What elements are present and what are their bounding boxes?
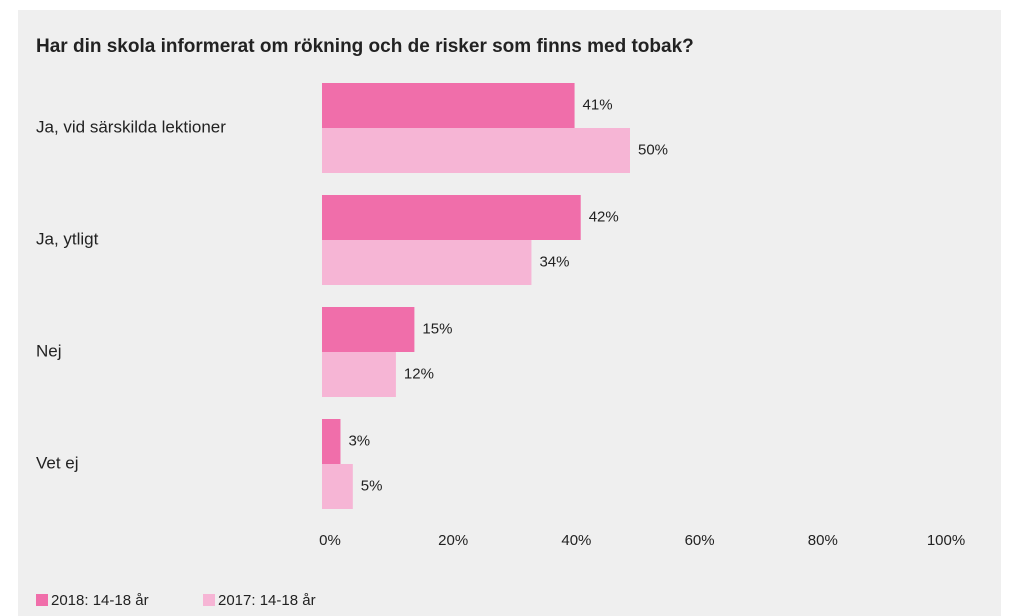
bar [322, 419, 341, 464]
category-label: Vet ej [36, 453, 79, 472]
bar [322, 307, 415, 352]
legend-label: 2018: 14-18 år [51, 592, 149, 609]
chart-title: Har din skola informerat om rökning och … [36, 36, 694, 57]
value-label: 3% [348, 432, 370, 449]
value-label: 34% [539, 253, 569, 270]
value-label: 5% [361, 477, 383, 494]
x-tick-label: 40% [561, 532, 591, 549]
category-label: Ja, vid särskilda lektioner [36, 117, 226, 136]
x-tick-label: 0% [319, 532, 341, 549]
bar [322, 83, 575, 128]
legend-swatch [203, 594, 215, 606]
bar [322, 464, 353, 509]
value-label: 12% [404, 365, 434, 382]
x-tick-label: 80% [808, 532, 838, 549]
x-tick-label: 20% [438, 532, 468, 549]
value-label: 41% [583, 96, 613, 113]
legend-label: 2017: 14-18 år [218, 592, 316, 609]
bar [322, 352, 396, 397]
value-label: 15% [422, 320, 452, 337]
legend-swatch [36, 594, 48, 606]
bar [322, 240, 532, 285]
x-tick-label: 100% [927, 532, 965, 549]
bar [322, 128, 630, 173]
category-label: Ja, ytligt [36, 229, 99, 248]
bar [322, 195, 581, 240]
value-label: 50% [638, 141, 668, 158]
category-label: Nej [36, 341, 62, 360]
x-tick-label: 60% [685, 532, 715, 549]
value-label: 42% [589, 208, 619, 225]
